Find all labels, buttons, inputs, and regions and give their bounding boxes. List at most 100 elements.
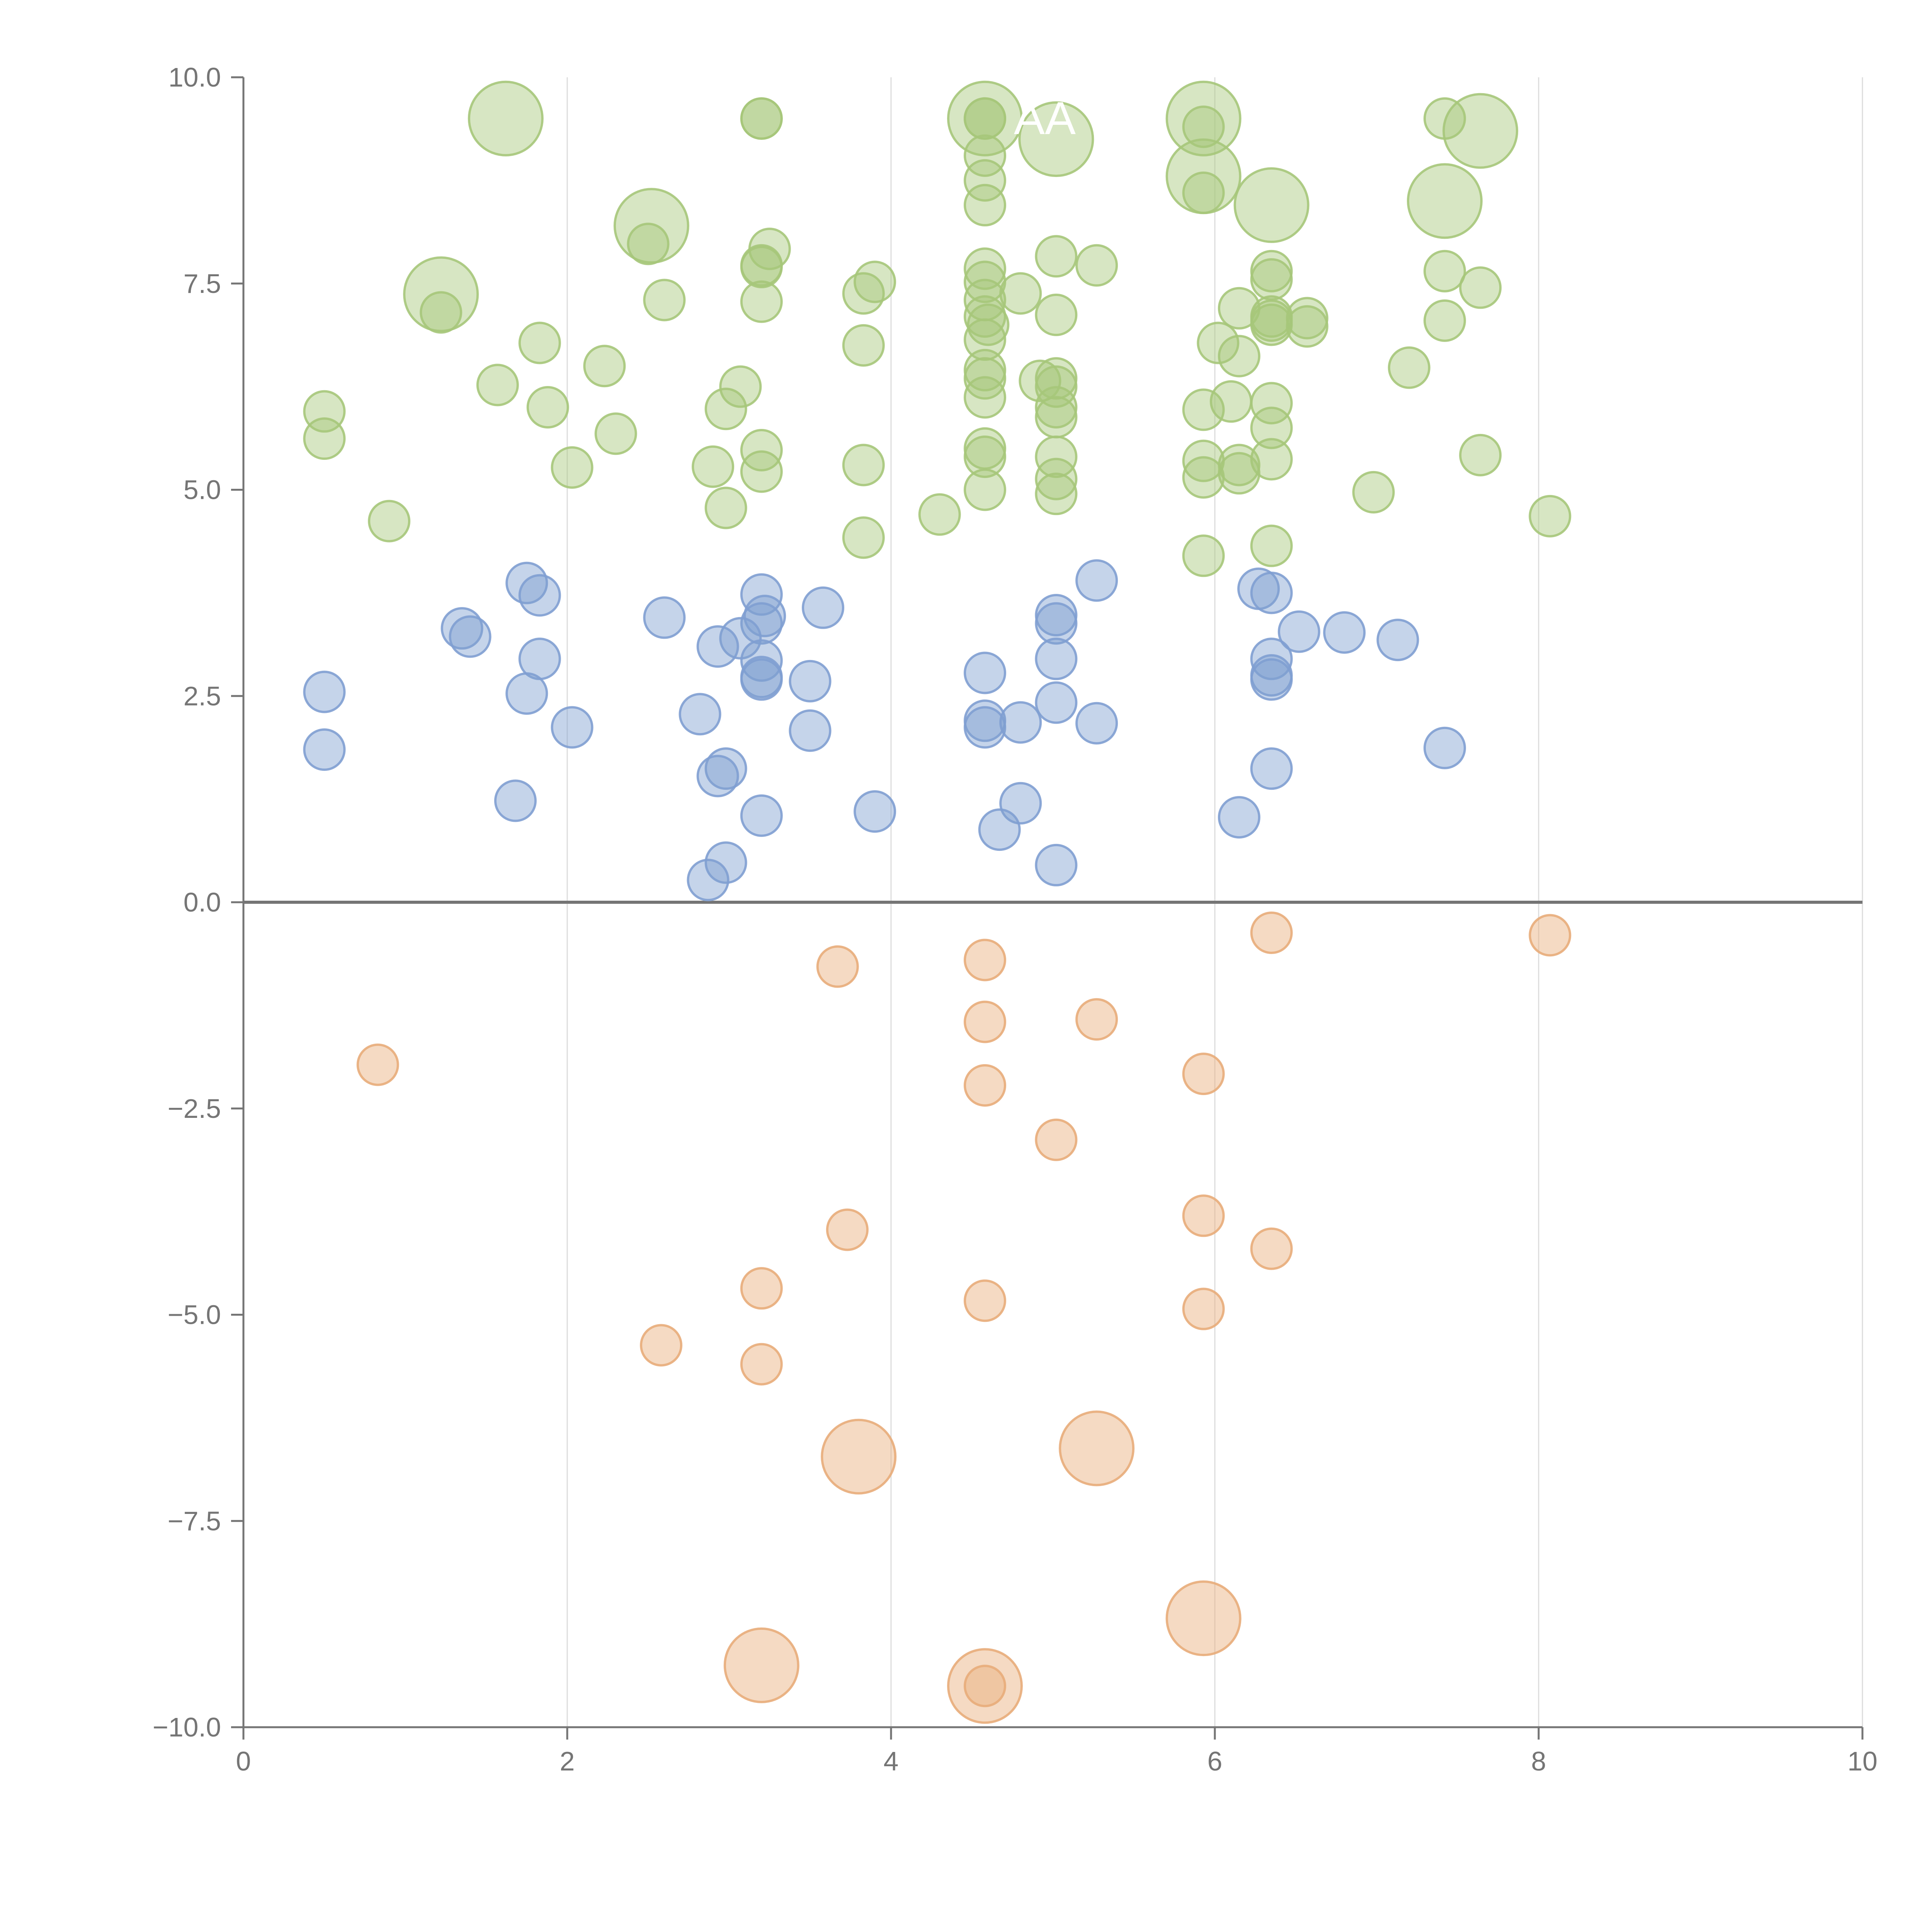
bubble-point [1250,571,1293,614]
y-tick-label: −7.5 [168,1506,221,1536]
bubble-point [1352,471,1395,514]
bubble-point [1182,171,1225,214]
bubble-point [403,256,479,332]
bubble-point [740,573,783,616]
bubble-point [1182,1053,1225,1095]
bubble-point [1250,406,1293,449]
bubble-point [368,500,411,543]
bubble-point [704,388,747,430]
bubble-point [1250,299,1293,342]
bubble-point [740,658,783,701]
y-tick-label: 5.0 [184,475,221,505]
bubble-point [643,279,686,321]
bubble-point [740,280,783,323]
bubble-point [704,486,747,529]
bubble-point [1286,305,1328,348]
bubble-point [964,706,1007,749]
bubble-point [947,80,1023,156]
bubble-point [505,672,548,715]
bubble-point [1035,1118,1078,1161]
bubble-point [1182,1287,1225,1330]
bubble-point [964,435,1007,478]
bubble-point [1250,524,1293,567]
bubble-point [704,747,747,790]
bubble-point [740,1267,783,1310]
bubble-point [1035,681,1078,724]
bubble-point [1323,611,1366,654]
bubble-point [789,709,832,752]
bubble-point [1218,335,1260,378]
bubble-point [1209,380,1252,423]
bubble-point [1035,473,1078,515]
y-tick-label: 2.5 [184,681,221,711]
bubble-point [303,670,346,713]
bubble-point [1250,258,1293,301]
bubble-point [1182,456,1225,499]
bubble-point [1035,235,1078,278]
bubble-point [679,693,721,736]
x-tick-label: 0 [236,1746,251,1776]
bubble-point [816,945,859,988]
bubble-point [842,272,885,315]
bubble-point [440,607,483,650]
y-tick-label: −2.5 [168,1094,221,1124]
bubble-point [842,516,885,559]
bubble-point [1218,796,1260,839]
bubble-point [964,939,1007,981]
bubble-point [1442,93,1519,169]
bubble-point [494,779,537,822]
y-tick-label: −10.0 [153,1712,221,1742]
y-tick-label: 0.0 [184,887,221,917]
x-tick-label: 2 [560,1746,575,1776]
bubble-point [1250,911,1293,954]
bubble-point [964,376,1007,419]
bubble-point [1035,435,1078,478]
bubble-point [1075,559,1118,602]
bubble-point [640,1324,683,1367]
bubble-point [1182,534,1225,577]
bubble-point [964,247,1007,290]
bubble-point [999,701,1042,744]
bubble-point [789,660,832,702]
bubble-point [704,841,747,884]
bubble-point [1250,382,1293,425]
bubble-point [696,755,739,798]
bubble-point [1035,602,1078,645]
bubble-point [723,1627,799,1703]
bubble-point [518,574,561,617]
bubble-point [526,386,569,429]
bubble-point [740,602,783,645]
bubble-point [303,417,346,460]
bubble-point [740,97,783,140]
bubble-point [468,80,544,156]
bubble-point [1529,914,1571,957]
bubbles [303,80,1571,1724]
y-tick-label: 7.5 [184,269,221,299]
bubble-point [518,321,561,364]
bubble-point [1075,244,1118,287]
x-tick-label: 4 [884,1746,899,1776]
bubble-point [1035,293,1078,336]
bubble-point [687,859,730,901]
annotations: AA [1014,92,1076,144]
bubble-point [854,260,896,303]
bubble-point [1197,321,1240,364]
bubble-point [842,324,885,367]
bubble-point [854,790,896,833]
bubble-point [964,651,1007,694]
bubble-point [1250,1227,1293,1270]
bubble-point [1182,105,1225,148]
bubble-point [1250,658,1293,701]
bubble-point [449,615,492,658]
bubble-point [964,97,1007,140]
bubble-point [1035,457,1078,500]
bubble-point [740,429,783,472]
bubble-point [476,364,519,406]
bubble-point [1459,266,1502,309]
bubble-point [918,493,961,536]
bubble-point [643,596,686,639]
bubble-point [1182,1194,1225,1237]
bubble-point [1376,619,1419,662]
bubble-point [978,808,1021,851]
